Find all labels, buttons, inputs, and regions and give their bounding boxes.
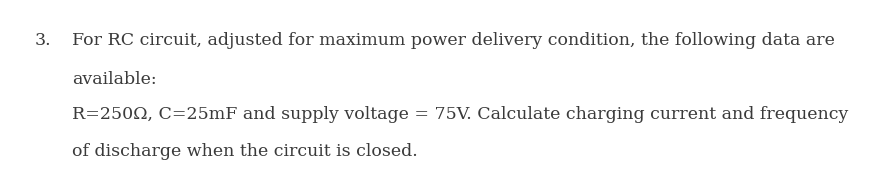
Text: For RC circuit, adjusted for maximum power delivery condition, the following dat: For RC circuit, adjusted for maximum pow… (72, 32, 835, 49)
Text: available:: available: (72, 71, 157, 88)
Text: R=250Ω, C=25mF and supply voltage = 75V. Calculate charging current and frequenc: R=250Ω, C=25mF and supply voltage = 75V.… (72, 106, 848, 124)
Text: of discharge when the circuit is closed.: of discharge when the circuit is closed. (72, 143, 417, 161)
Text: 3.: 3. (35, 32, 52, 49)
